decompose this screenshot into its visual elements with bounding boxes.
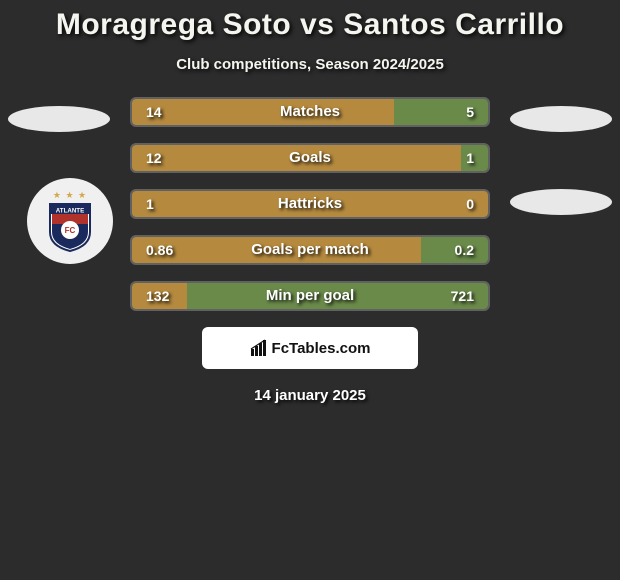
stat-label: Goals xyxy=(132,145,488,171)
stat-value-left: 12 xyxy=(146,145,162,171)
date-line: 14 january 2025 xyxy=(0,387,620,404)
stat-label: Matches xyxy=(132,99,488,125)
stat-value-right: 5 xyxy=(466,99,474,125)
team-badge-left: ★ ★ ★ ATLANTE FC xyxy=(27,178,113,264)
infographic-root: Moragrega Soto vs Santos Carrillo Club c… xyxy=(0,0,620,404)
page-title: Moragrega Soto vs Santos Carrillo xyxy=(0,8,620,42)
stat-value-left: 0.86 xyxy=(146,237,173,263)
stat-label: Goals per match xyxy=(132,237,488,263)
stat-value-right: 721 xyxy=(451,283,474,309)
stat-row: Goals12 1 xyxy=(130,143,490,173)
stat-row: Hattricks1 0 xyxy=(130,189,490,219)
stat-row: Min per goal132 721 xyxy=(130,281,490,311)
stat-value-left: 132 xyxy=(146,283,169,309)
atlante-shield-icon: ATLANTE FC xyxy=(48,202,92,252)
stat-label: Hattricks xyxy=(132,191,488,217)
stat-value-right: 0 xyxy=(466,191,474,217)
fctables-label: FcTables.com xyxy=(272,340,371,357)
svg-text:FC: FC xyxy=(65,226,76,235)
stat-label: Min per goal xyxy=(132,283,488,309)
stat-value-left: 14 xyxy=(146,99,162,125)
svg-text:ATLANTE: ATLANTE xyxy=(56,208,84,215)
player-right-photo-placeholder-2 xyxy=(510,189,612,215)
stat-value-right: 1 xyxy=(466,145,474,171)
player-left-photo-placeholder xyxy=(8,106,110,132)
bar-chart-icon xyxy=(250,339,268,357)
stat-bars: Matches145Goals121Hattricks10Goals per m… xyxy=(130,97,490,311)
stat-row: Goals per match0.86 0.2 xyxy=(130,235,490,265)
fctables-watermark[interactable]: FcTables.com xyxy=(202,327,418,369)
subtitle: Club competitions, Season 2024/2025 xyxy=(0,56,620,73)
stat-value-right: 0.2 xyxy=(455,237,474,263)
stat-row: Matches14 5 xyxy=(130,97,490,127)
badge-stars-icon: ★ ★ ★ xyxy=(53,190,87,201)
player-right-photo-placeholder xyxy=(510,106,612,132)
stat-value-left: 1 xyxy=(146,191,154,217)
